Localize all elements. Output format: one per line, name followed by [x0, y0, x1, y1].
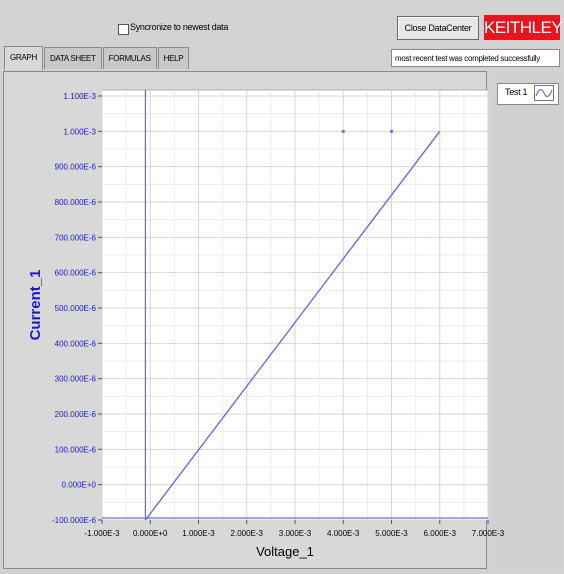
y-tick-label: 500.000E-6	[55, 304, 97, 313]
y-tick-label: 0.000E+0	[62, 481, 97, 490]
y-tick-label: 600.000E-6	[55, 269, 97, 278]
series	[102, 90, 488, 521]
grid	[101, 90, 489, 521]
x-tick-label: 5.000E-3	[375, 529, 408, 538]
y-tick-label: 1.100E-3	[64, 92, 97, 101]
y-tick-label: 100.000E-6	[55, 445, 97, 454]
legend-area	[490, 73, 562, 570]
close-datacenter-button[interactable]: Close DataCenter	[397, 16, 479, 40]
sync-label: Syncronize to newest data	[130, 22, 229, 32]
x-axis: -1.000E-3 0.000E+0 1.000E-3 2.000E-3 3.000E-…	[84, 520, 505, 538]
tab-data-sheet[interactable]: DATA SHEET	[43, 47, 102, 69]
y-tick-label: 900.000E-6	[55, 163, 97, 172]
series-line	[144, 130, 441, 521]
y-axis-label: Current_1	[27, 270, 44, 341]
y-tick-label: 300.000E-6	[55, 375, 97, 384]
x-tick-label: 1.000E-3	[182, 529, 215, 538]
keithley-logo: KEITHLEY	[484, 15, 563, 40]
tab-help[interactable]: HELP	[157, 47, 190, 69]
legend-label: Test 1	[505, 87, 528, 97]
x-tick-label: 2.000E-3	[231, 529, 264, 538]
tab-graph[interactable]: GRAPH	[4, 46, 43, 70]
y-tick-label: 700.000E-6	[55, 233, 97, 242]
y-tick-label: -100.000E-6	[52, 516, 97, 525]
sync-checkbox[interactable]	[118, 24, 129, 35]
y-axis: -100.000E-6 0.000E+0 100.000E-6 200.000E-6 3…	[52, 92, 102, 525]
tab-formulas[interactable]: FORMULAS	[102, 47, 157, 69]
y-tick-label: 400.000E-6	[55, 339, 97, 348]
status-field: most recent test was completed successfu…	[391, 49, 560, 67]
tab-bar: GRAPH DATA SHEET FORMULAS HELP	[4, 46, 190, 71]
data-point	[389, 129, 394, 133]
x-axis-label: Voltage_1	[256, 544, 314, 559]
y-tick-label: 1.000E-3	[64, 127, 97, 136]
x-tick-label: 3.000E-3	[279, 529, 312, 538]
y-tick-label: 800.000E-6	[55, 198, 97, 207]
x-tick-label: 6.000E-3	[424, 529, 457, 538]
x-tick-label: 7.000E-3	[472, 529, 505, 538]
data-point	[341, 129, 345, 133]
y-tick-label: 200.000E-6	[55, 410, 97, 419]
x-tick-label: 4.000E-3	[327, 529, 360, 538]
waveform-icon[interactable]	[534, 85, 554, 101]
x-tick-label: -1.000E-3	[84, 529, 120, 538]
x-tick-label: 0.000E+0	[133, 529, 168, 538]
